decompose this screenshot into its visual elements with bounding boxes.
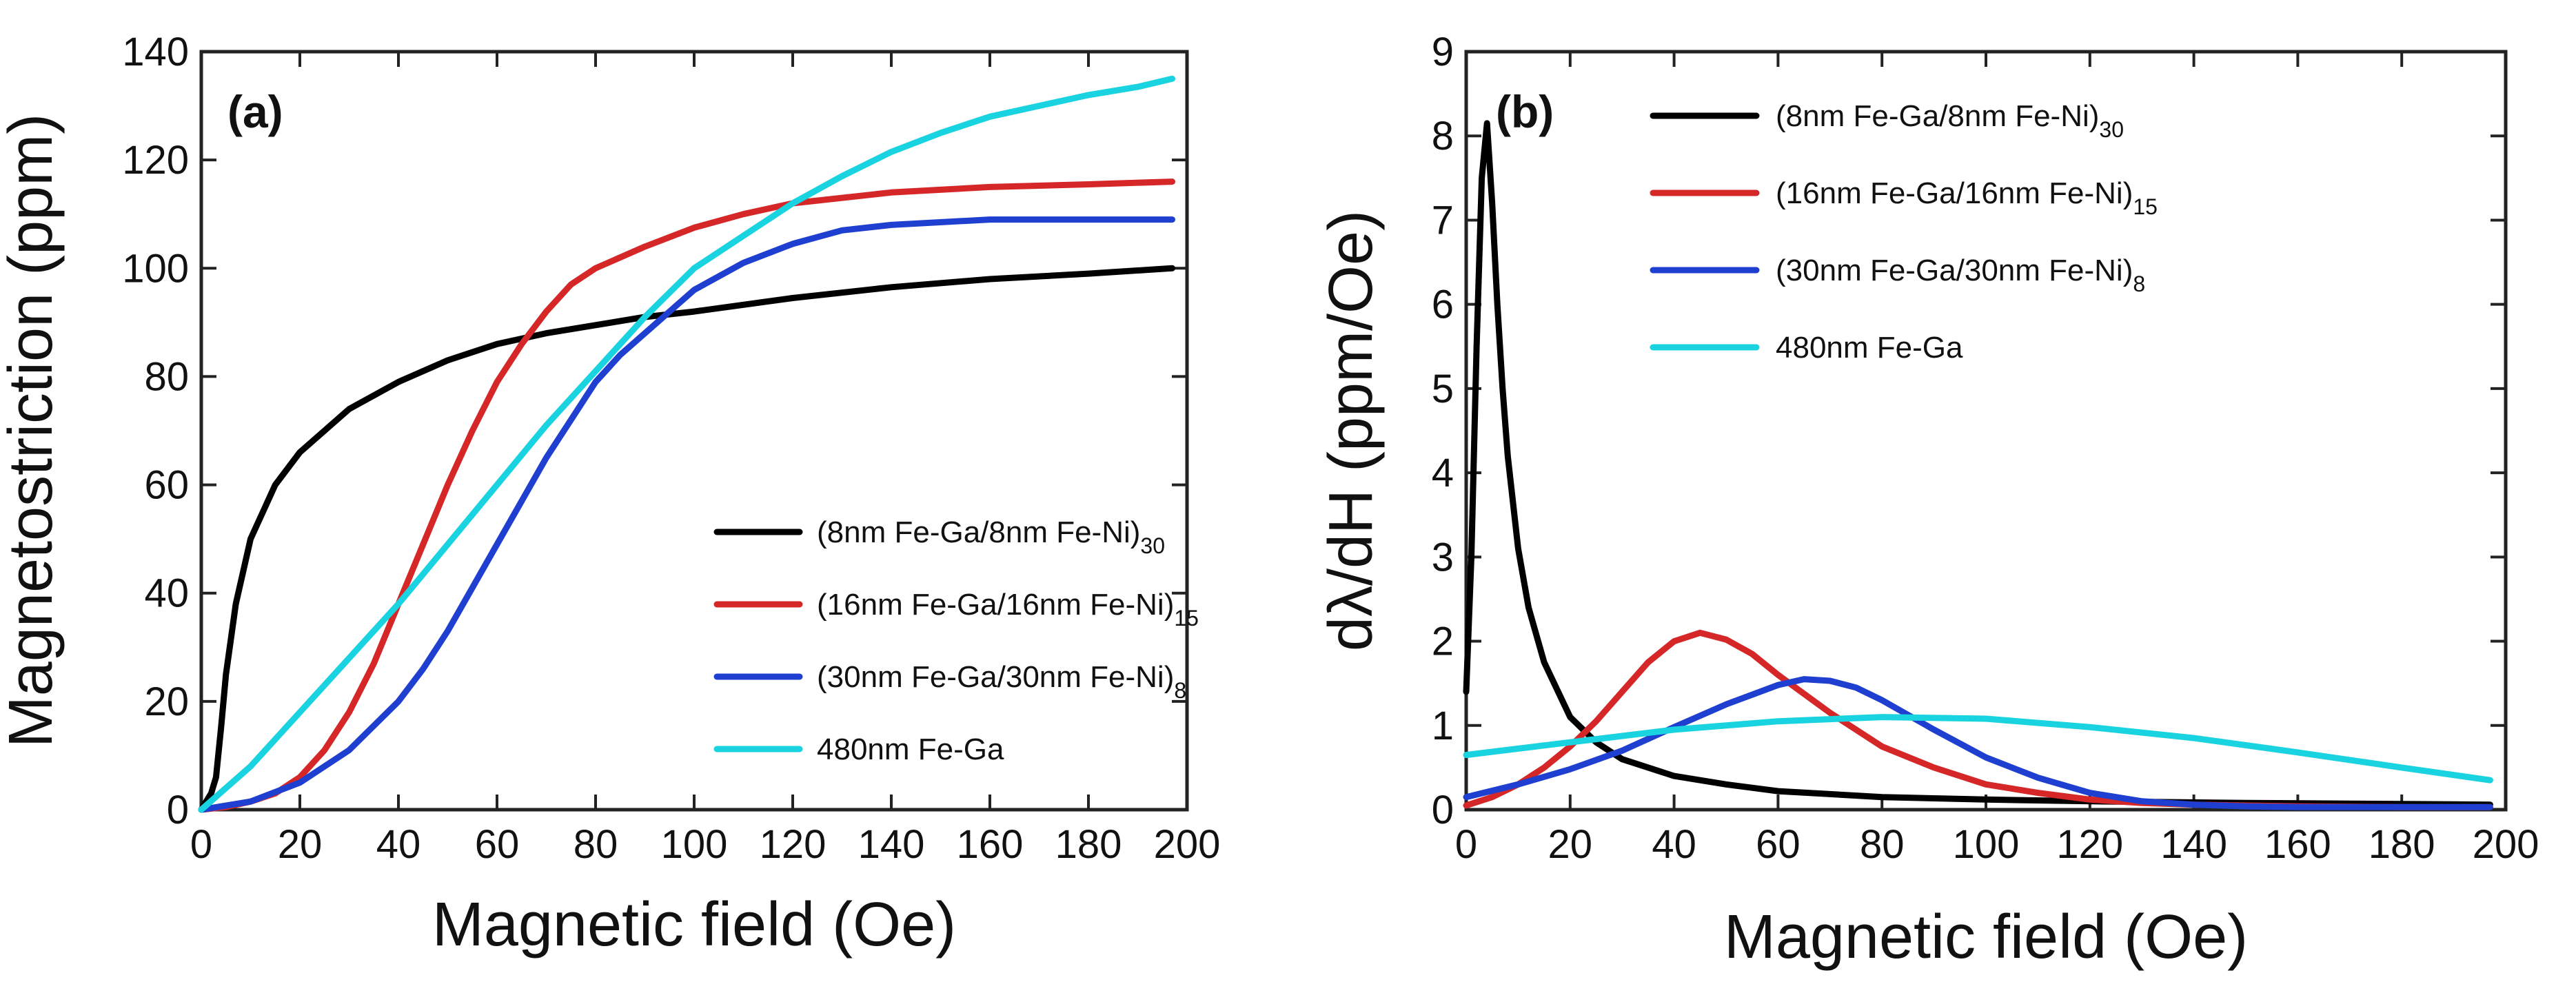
legend-label: (8nm Fe-Ga/8nm Fe-Ni) [1776, 99, 2099, 133]
x-tick-label: 180 [1055, 822, 1122, 867]
y-tick-label: 80 [144, 354, 189, 399]
y-tick-label: 1 [1432, 704, 1454, 748]
x-tick-label: 60 [1756, 822, 1801, 867]
x-tick-label: 120 [2056, 822, 2123, 867]
x-tick-label: 0 [1455, 822, 1477, 867]
series-line-1 [198, 265, 1175, 813]
y-tick-label: 0 [167, 788, 189, 832]
plot-frame [199, 50, 1189, 812]
x-tick-label: 80 [1860, 822, 1905, 867]
panel-b: 0 20 40 60 80 100 120 140 160 180 200 0 1 2 3 4 5 6 7 8 9 Mag… [1317, 30, 2539, 972]
legend-subscript: 15 [1174, 606, 1199, 631]
legend-subscript: 30 [2099, 117, 2124, 142]
legend-label: (16nm Fe-Ga/16nm Fe-Ni) [1776, 176, 2133, 210]
x-tick-label: 100 [661, 822, 728, 867]
series-line-4 [1463, 714, 2493, 783]
panel-a: 0 20 40 60 80 100 120 140 160 180 200 0 20 40 60 80 100 1… [0, 30, 1220, 959]
y-tick-label: 5 [1432, 367, 1454, 411]
x-tick-label: 100 [1953, 822, 2020, 867]
y-axis-label: Magnetostriction (ppm) [0, 114, 65, 748]
series-line-3 [198, 216, 1175, 813]
x-tick-label: 120 [760, 822, 826, 867]
series-line-1 [1463, 120, 2493, 808]
legend-subscript: 30 [1140, 533, 1165, 558]
y-tick-label: 140 [122, 30, 189, 74]
y-tick-label: 8 [1432, 114, 1454, 158]
series-line-3 [1463, 676, 2493, 810]
x-axis-label: Magnetic field (Oe) [1724, 903, 2248, 972]
x-tick-label: 140 [858, 822, 925, 867]
y-axis-label: dλ/dH (ppm/Oe) [1317, 210, 1386, 651]
y-tick-label: 60 [144, 463, 189, 508]
legend-label: (30nm Fe-Ga/30nm Fe-Ni) [817, 660, 1174, 694]
legend-label: (16nm Fe-Ga/16nm Fe-Ni) [817, 588, 1174, 622]
x-tick-label: 140 [2160, 822, 2227, 867]
legend-label: 480nm Fe-Ga [1776, 331, 1963, 365]
x-tick-label: 160 [2264, 822, 2331, 867]
x-tick-label: 20 [1548, 822, 1593, 867]
legend: (8nm Fe-Ga/8nm Fe-Ni)30 (16nm Fe-Ga/16nm … [713, 515, 1199, 766]
x-tick-label: 60 [475, 822, 520, 867]
legend-entry: (30nm Fe-Ga/30nm Fe-Ni)8 [1776, 254, 2145, 296]
legend-subscript: 15 [2133, 194, 2158, 219]
y-tick-label: 7 [1432, 198, 1454, 243]
x-tick-label: 200 [2473, 822, 2539, 867]
y-tick-label: 9 [1432, 30, 1454, 74]
x-tick-label: 160 [957, 822, 1024, 867]
y-tick-label: 6 [1432, 283, 1454, 327]
y-tick-label: 100 [122, 246, 189, 291]
x-tick-label: 80 [574, 822, 618, 867]
legend-entry: (8nm Fe-Ga/8nm Fe-Ni)30 [1776, 99, 2124, 142]
series-line-4 [198, 75, 1175, 813]
legend-label: (8nm Fe-Ga/8nm Fe-Ni) [817, 515, 1140, 549]
panel-label: (a) [227, 86, 283, 137]
legend-subscript: 8 [2133, 272, 2145, 296]
x-tick-label: 0 [190, 822, 212, 867]
legend-entry: (8nm Fe-Ga/8nm Fe-Ni)30 [817, 515, 1165, 558]
x-axis-label: Magnetic field (Oe) [432, 890, 956, 959]
legend-entry: (30nm Fe-Ga/30nm Fe-Ni)8 [817, 660, 1186, 703]
panel-label: (b) [1496, 86, 1554, 137]
legend-entry: (16nm Fe-Ga/16nm Fe-Ni)15 [817, 588, 1199, 631]
legend-entry: (16nm Fe-Ga/16nm Fe-Ni)15 [1776, 176, 2158, 219]
x-tick-label: 20 [278, 822, 323, 867]
legend-subscript: 8 [1174, 678, 1186, 703]
x-tick-label: 40 [1652, 822, 1696, 867]
legend-label: 480nm Fe-Ga [817, 732, 1004, 766]
y-tick-label: 4 [1432, 451, 1454, 495]
y-tick-label: 2 [1432, 619, 1454, 664]
legend-label: (30nm Fe-Ga/30nm Fe-Ni) [1776, 254, 2133, 287]
legend: (8nm Fe-Ga/8nm Fe-Ni)30 (16nm Fe-Ga/16nm … [1650, 99, 2158, 365]
x-tick-label: 200 [1154, 822, 1221, 867]
x-tick-label: 40 [376, 822, 421, 867]
y-tick-label: 0 [1432, 788, 1454, 832]
y-tick-label: 20 [144, 679, 189, 724]
y-tick-label: 3 [1432, 535, 1454, 580]
x-tick-label: 180 [2369, 822, 2435, 867]
y-tick-label: 120 [122, 138, 189, 183]
legend-entry: 480nm Fe-Ga [817, 732, 1004, 766]
y-tick-label: 40 [144, 571, 189, 616]
legend-entry: 480nm Fe-Ga [1776, 331, 1963, 365]
